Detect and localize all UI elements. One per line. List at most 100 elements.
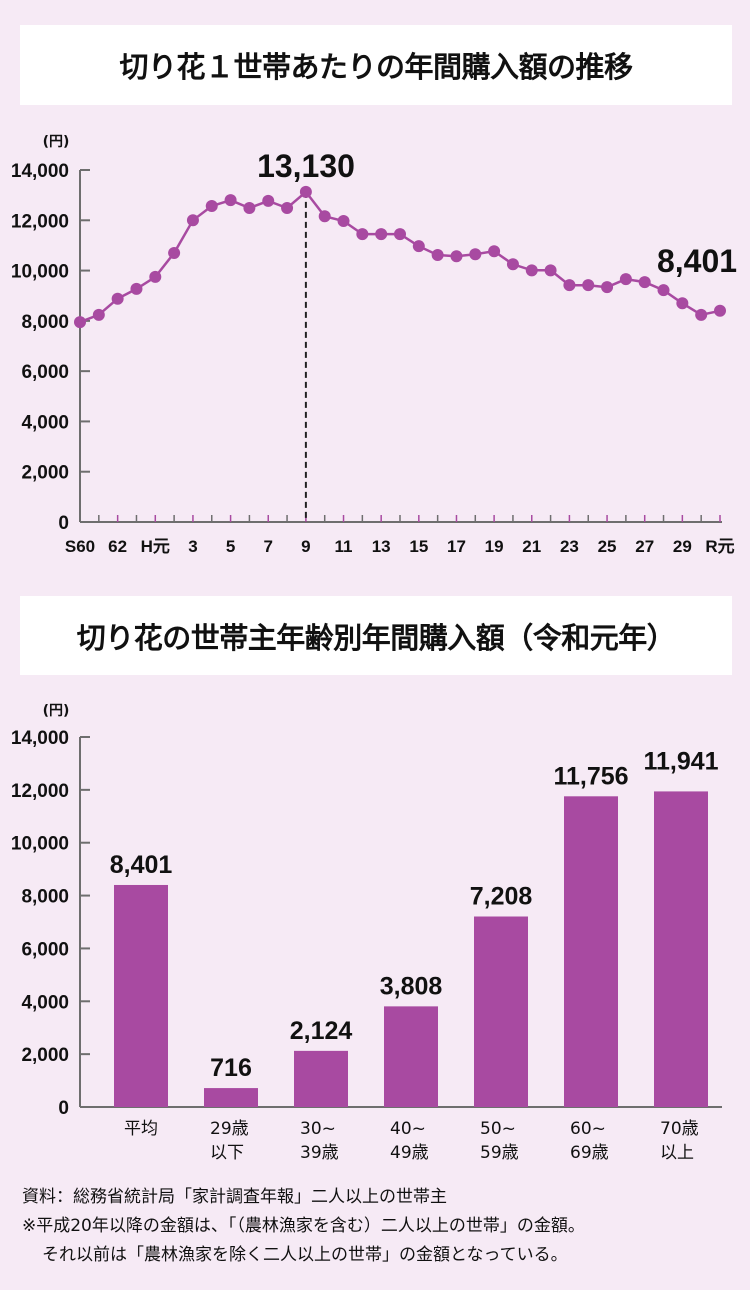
y-axis-unit: (円) bbox=[43, 134, 70, 150]
x-tick-label: 11 bbox=[335, 537, 353, 556]
bar bbox=[654, 791, 708, 1107]
data-point bbox=[544, 264, 557, 277]
source-notes: 資料：総務省統計局「家計調査年報」二人以上の世帯主 ※平成20年以降の金額は、「… bbox=[22, 1183, 742, 1270]
category-label: 69歳 bbox=[570, 1143, 609, 1163]
category-label: 50~ bbox=[480, 1119, 516, 1139]
data-point bbox=[74, 316, 86, 329]
category-label: 30~ bbox=[300, 1119, 336, 1139]
data-point bbox=[205, 199, 218, 212]
data-point bbox=[469, 248, 482, 261]
x-tick-label: S60 bbox=[65, 537, 95, 556]
data-point bbox=[281, 201, 294, 214]
x-tick-label: 23 bbox=[560, 537, 579, 556]
note-line-1: ※平成20年以降の金額は、「（農林漁家を含む）二人以上の世帯」の金額。 bbox=[22, 1216, 585, 1236]
bar-value-label: 716 bbox=[210, 1054, 252, 1082]
x-tick-label: 13 bbox=[372, 537, 391, 556]
data-point bbox=[563, 279, 576, 292]
bar-value-label: 7,208 bbox=[470, 883, 533, 911]
x-tick-label: 21 bbox=[522, 537, 541, 556]
bar-chart-title: 切り花の世帯主年齢別年間購入額（令和元年） bbox=[20, 596, 732, 675]
data-point bbox=[601, 281, 614, 294]
category-label: 39歳 bbox=[300, 1143, 339, 1163]
data-point bbox=[450, 250, 463, 263]
line-chart: (円) 0 2,000 4,000 6,000 8,000 10,000 12,000 14,0… bbox=[11, 134, 737, 556]
data-point bbox=[130, 282, 143, 295]
bar bbox=[204, 1088, 258, 1107]
y-tick-label: 14,000 bbox=[11, 728, 69, 749]
x-tick-label: 7 bbox=[264, 537, 273, 556]
bar-value-label: 11,756 bbox=[553, 762, 628, 790]
bar-value-label: 11,941 bbox=[643, 747, 718, 775]
data-point bbox=[92, 308, 105, 321]
data-point bbox=[638, 276, 651, 289]
x-tick-label: H元 bbox=[141, 537, 170, 556]
y-tick-label: 14,000 bbox=[11, 161, 69, 182]
y-tick-label: 6,000 bbox=[21, 362, 69, 383]
category-label: 平均 bbox=[124, 1119, 158, 1139]
y-axis-unit: (円) bbox=[43, 703, 70, 719]
data-point bbox=[488, 245, 501, 258]
source-text: 資料：総務省統計局「家計調査年報」二人以上の世帯主 bbox=[22, 1187, 447, 1207]
y-tick-label: 0 bbox=[58, 1098, 69, 1119]
x-tick-label: 27 bbox=[635, 537, 654, 556]
y-tick-label: 4,000 bbox=[21, 412, 69, 433]
x-tick-label: 5 bbox=[226, 537, 235, 556]
x-tick-label: 25 bbox=[598, 537, 617, 556]
x-tick-label: 9 bbox=[301, 537, 310, 556]
data-point bbox=[394, 228, 406, 241]
bar bbox=[564, 796, 618, 1107]
y-tick-label: 8,000 bbox=[21, 312, 69, 333]
line-chart-title: 切り花１世帯あたりの年間購入額の推移 bbox=[20, 25, 732, 105]
category-label: 以下 bbox=[210, 1143, 244, 1163]
x-tick-label: 29 bbox=[673, 537, 692, 556]
x-tick-label: 15 bbox=[409, 537, 428, 556]
category-label: 60~ bbox=[570, 1119, 606, 1139]
bar bbox=[294, 1050, 348, 1107]
y-tick-label: 0 bbox=[58, 513, 69, 534]
data-point bbox=[224, 194, 237, 207]
data-point bbox=[412, 240, 425, 253]
data-point bbox=[243, 201, 256, 214]
x-tick-label: 3 bbox=[188, 537, 197, 556]
x-tick-label: R元 bbox=[705, 537, 734, 556]
data-point bbox=[695, 308, 708, 321]
data-point bbox=[619, 273, 632, 286]
y-tick-label: 10,000 bbox=[11, 262, 69, 283]
data-point bbox=[431, 248, 444, 261]
category-label: 40~ bbox=[390, 1119, 426, 1139]
bar-value-label: 3,808 bbox=[380, 972, 443, 1000]
data-point bbox=[525, 264, 538, 277]
y-tick-label: 12,000 bbox=[11, 781, 69, 802]
x-tick-label: 62 bbox=[108, 537, 127, 556]
bar-chart: (円) 0 2,000 4,000 6,000 8,000 10,000 12,000 14,0… bbox=[11, 703, 722, 1163]
category-label: 29歳 bbox=[210, 1119, 249, 1139]
bar-value-label: 8,401 bbox=[110, 851, 173, 879]
y-tick-label: 12,000 bbox=[11, 211, 69, 232]
note-line-2: それ以前は「農林漁家を除く二人以上の世帯」の金額となっている。 bbox=[42, 1245, 568, 1265]
data-point bbox=[299, 185, 312, 198]
data-point bbox=[676, 297, 689, 310]
data-point bbox=[356, 228, 369, 241]
y-tick-label: 10,000 bbox=[11, 834, 69, 855]
y-tick-label: 4,000 bbox=[21, 992, 69, 1013]
max-value-label: 13,130 bbox=[257, 148, 355, 184]
category-label: 49歳 bbox=[390, 1143, 429, 1163]
category-label: 70歳 bbox=[660, 1119, 699, 1139]
data-point bbox=[582, 279, 595, 292]
data-point bbox=[262, 194, 275, 207]
data-point bbox=[657, 284, 670, 297]
y-tick-label: 2,000 bbox=[21, 463, 69, 484]
data-point bbox=[149, 270, 162, 283]
data-point bbox=[337, 215, 350, 228]
data-point bbox=[318, 210, 331, 223]
x-tick-label: 19 bbox=[485, 537, 504, 556]
category-label: 59歳 bbox=[480, 1143, 519, 1163]
y-tick-label: 8,000 bbox=[21, 887, 69, 908]
data-point bbox=[111, 292, 124, 305]
y-tick-label: 6,000 bbox=[21, 939, 69, 960]
data-point bbox=[506, 258, 519, 271]
bar-value-label: 2,124 bbox=[290, 1017, 353, 1045]
bar bbox=[474, 916, 528, 1107]
x-tick-label: 17 bbox=[447, 537, 466, 556]
bar bbox=[114, 884, 168, 1107]
